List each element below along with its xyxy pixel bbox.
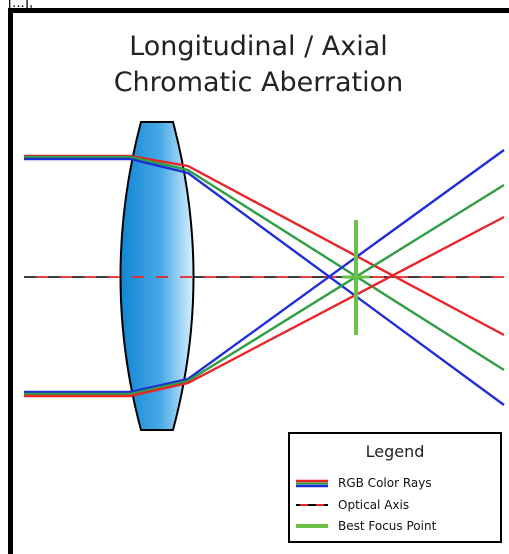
diagram-title-line2: Chromatic Aberration: [113, 67, 404, 98]
legend-label-rgb-rays: RGB Color Rays: [338, 476, 432, 490]
legend-item-best-focus: Best Focus Point: [294, 517, 436, 535]
best-focus-swatch-icon: [296, 524, 328, 528]
legend-box: Legend RGB Color Rays Optical Axis Best …: [288, 432, 502, 543]
ray-bottom-green: [24, 183, 505, 396]
legend-title: Legend: [365, 442, 425, 461]
ray-bottom-blue: [24, 149, 505, 394]
clipped-top-text: [...],: [8, 0, 34, 11]
optical-axis-swatch-icon: [296, 504, 328, 506]
ray-bottom-red: [24, 215, 505, 398]
legend-label-optical-axis: Optical Axis: [338, 498, 410, 512]
ray-top-red: [24, 154, 505, 337]
legend-label-best-focus: Best Focus Point: [338, 519, 437, 533]
rgb-rays-swatch-icon: [296, 479, 328, 488]
lens-shape: [119, 121, 195, 431]
legend-item-optical-axis: Optical Axis: [294, 496, 409, 514]
diagram-title-line1: Longitudinal / Axial: [129, 31, 388, 62]
ray-top-green: [24, 155, 505, 372]
ray-top-blue: [24, 157, 505, 406]
legend-item-rgb-rays: RGB Color Rays: [294, 474, 432, 492]
